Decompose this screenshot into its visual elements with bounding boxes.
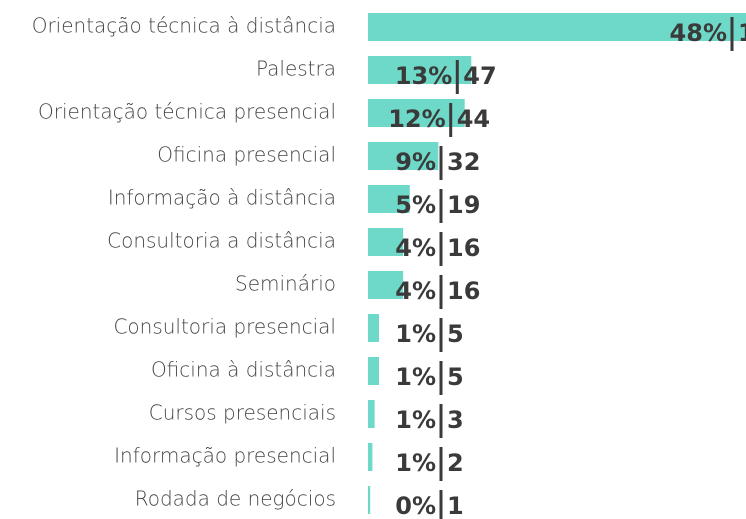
- category-label: Oficina presencial: [157, 143, 336, 167]
- percentage-label: 4%: [395, 277, 436, 305]
- bar: [368, 400, 375, 428]
- percentage-label: 12%: [388, 105, 445, 133]
- bar: [368, 314, 379, 342]
- value-label: 16: [447, 234, 480, 262]
- value-label: 3: [447, 406, 464, 434]
- percentage-label: 9%: [395, 148, 436, 176]
- category-label: Informação presencial: [114, 444, 336, 468]
- percentage-label: 1%: [395, 320, 436, 348]
- percentage-label: 1%: [395, 363, 436, 391]
- percentage-label: 4%: [395, 234, 436, 262]
- bar: [368, 56, 472, 84]
- bar: [368, 13, 746, 41]
- value-label: 47: [463, 62, 496, 90]
- value-label: 5: [447, 320, 464, 348]
- bar: [368, 486, 371, 514]
- percentage-label: 1%: [395, 406, 436, 434]
- category-label: Orientação técnica à distância: [32, 14, 336, 38]
- category-label: Orientação técnica presencial: [38, 100, 336, 124]
- percentage-label: 5%: [395, 191, 436, 219]
- percentage-label: 13%: [395, 62, 452, 90]
- value-label: 16: [447, 277, 480, 305]
- category-label: Consultoria presencial: [113, 315, 336, 339]
- value-label: 5: [447, 363, 464, 391]
- bar: [368, 99, 465, 127]
- percentage-label: 1%: [395, 449, 436, 477]
- category-label: Rodada de negócios: [135, 487, 336, 511]
- category-label: Seminário: [235, 272, 336, 296]
- value-label: 44: [457, 105, 490, 133]
- bar: [368, 185, 410, 213]
- percentage-label: 48%: [670, 19, 727, 47]
- percentage-label: 0%: [395, 492, 436, 519]
- bar: [368, 271, 404, 299]
- bar: [368, 443, 373, 471]
- category-label: Cursos presenciais: [149, 401, 336, 425]
- bar: [368, 142, 439, 170]
- value-label: 2: [447, 449, 464, 477]
- value-label: 19: [447, 191, 480, 219]
- category-label: Informação à distância: [108, 186, 336, 210]
- value-label: 172: [738, 19, 746, 47]
- bar: [368, 228, 404, 256]
- category-label: Consultoria a distância: [107, 229, 336, 253]
- value-label: 32: [447, 148, 480, 176]
- category-label: Palestra: [256, 57, 336, 81]
- category-label: Oficina à distância: [151, 358, 336, 382]
- value-label: 1: [447, 492, 464, 519]
- bar: [368, 357, 379, 385]
